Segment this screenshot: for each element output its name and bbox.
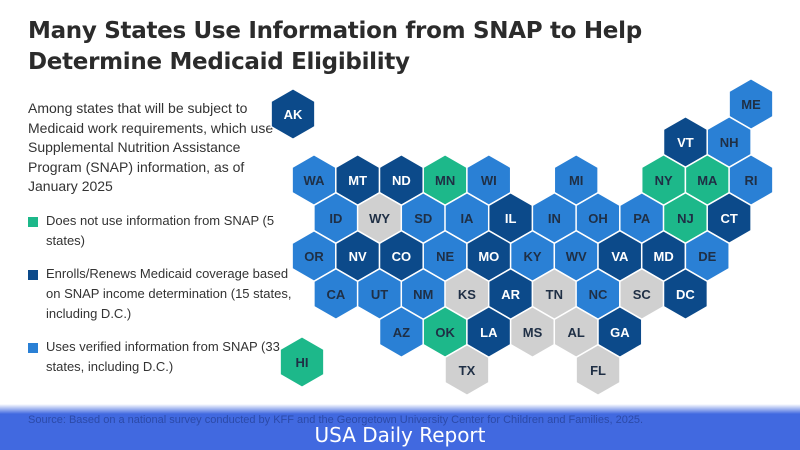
state-hex-mn: MN [422, 153, 468, 207]
hex-shape [270, 87, 316, 141]
state-label: CO [392, 249, 412, 264]
state-label: IN [548, 211, 561, 226]
state-label: MI [569, 173, 583, 188]
state-label: CT [720, 211, 737, 226]
brand-label: USA Daily Report [314, 423, 486, 447]
state-label: IA [460, 211, 474, 226]
hex-shape [444, 343, 490, 397]
state-hex-hi: HI [279, 335, 325, 389]
state-label: OH [588, 211, 608, 226]
legend-label: Enrolls/Renews Medicaid coverage based o… [46, 266, 292, 321]
state-label: NC [589, 287, 608, 302]
legend-item-income: Enrolls/Renews Medicaid coverage based o… [28, 264, 293, 324]
state-hex-tx: TX [444, 343, 490, 397]
state-hex-nv: NV [335, 229, 381, 283]
state-label: MN [435, 173, 455, 188]
legend-item-verified: Uses verified information from SNAP (33 … [28, 337, 293, 377]
state-label: NM [413, 287, 433, 302]
state-hex-ca: CA [313, 267, 359, 321]
state-label: ID [329, 211, 342, 226]
state-label: AR [501, 287, 520, 302]
state-label: AL [568, 325, 585, 340]
state-label: WA [304, 173, 326, 188]
state-label: LA [480, 325, 498, 340]
state-label: NY [655, 173, 673, 188]
state-label: KY [523, 249, 541, 264]
state-hex-dc: DC [662, 267, 709, 321]
state-hex-ne: NE [422, 229, 468, 283]
page-title: Many States Use Information from SNAP to… [28, 18, 642, 75]
state-hex-ar: AR [487, 267, 534, 321]
state-label: WY [369, 211, 390, 226]
state-label: ME [741, 97, 761, 112]
legend-label: Uses verified information from SNAP (33 … [46, 339, 280, 374]
state-label: UT [371, 287, 388, 302]
state-label: WI [481, 173, 497, 188]
state-label: VT [677, 135, 694, 150]
state-label: NE [436, 249, 454, 264]
state-label: NV [349, 249, 367, 264]
state-label: DE [698, 249, 716, 264]
legend-swatch [28, 343, 38, 353]
hex-shape [279, 335, 325, 389]
state-label: TN [546, 287, 563, 302]
state-label: OR [304, 249, 324, 264]
hex-map: ME VT NH WA MT ND MN WI MI NY MA RI ID WY SD IA IL IN OH PA… [270, 77, 774, 397]
footer-bar [0, 404, 800, 450]
state-label: VA [611, 249, 629, 264]
state-label: AZ [393, 325, 410, 340]
state-hex-ak: AK [270, 87, 316, 141]
state-label: CA [326, 287, 345, 302]
source-note: Source: Based on a national survey condu… [28, 414, 644, 426]
state-hex-wi: WI [466, 153, 512, 207]
state-label: SC [633, 287, 652, 302]
state-label: TX [459, 363, 476, 378]
state-label: GA [610, 325, 630, 340]
legend-swatch [28, 270, 38, 280]
state-hex-ks: KS [444, 267, 490, 321]
legend-item-none: Does not use information from SNAP (5 st… [28, 211, 293, 251]
state-label: MA [697, 173, 718, 188]
state-label: SD [414, 211, 432, 226]
state-label: WV [566, 249, 587, 264]
state-label: DC [676, 287, 695, 302]
state-label: MS [523, 325, 543, 340]
state-hex-wv: WV [553, 229, 599, 283]
state-hex-fl: FL [575, 343, 621, 397]
state-label: MO [478, 249, 499, 264]
state-label: NJ [677, 211, 694, 226]
hex-shape [662, 267, 709, 321]
legend-label: Does not use information from SNAP (5 st… [46, 213, 275, 248]
state-label: AK [284, 107, 303, 122]
state-label: MT [348, 173, 367, 188]
state-label: RI [745, 173, 758, 188]
state-label: KS [458, 287, 476, 302]
state-label: IL [505, 211, 517, 226]
state-hex-ct: CT [706, 191, 752, 245]
state-label: MD [653, 249, 673, 264]
state-hex-wy: WY [356, 191, 403, 245]
state-label: NH [720, 135, 739, 150]
hex-shape [575, 343, 621, 397]
state-label: FL [590, 363, 606, 378]
subtitle: Among states that will be subject to Med… [28, 100, 274, 194]
state-hex-me: ME [728, 77, 774, 131]
state-hex-al: AL [553, 305, 599, 359]
state-label: OK [435, 325, 455, 340]
state-label: HI [296, 355, 309, 370]
state-label: PA [633, 211, 651, 226]
state-hex-ia: IA [444, 191, 490, 245]
state-label: ND [392, 173, 411, 188]
legend-swatch [28, 217, 38, 227]
